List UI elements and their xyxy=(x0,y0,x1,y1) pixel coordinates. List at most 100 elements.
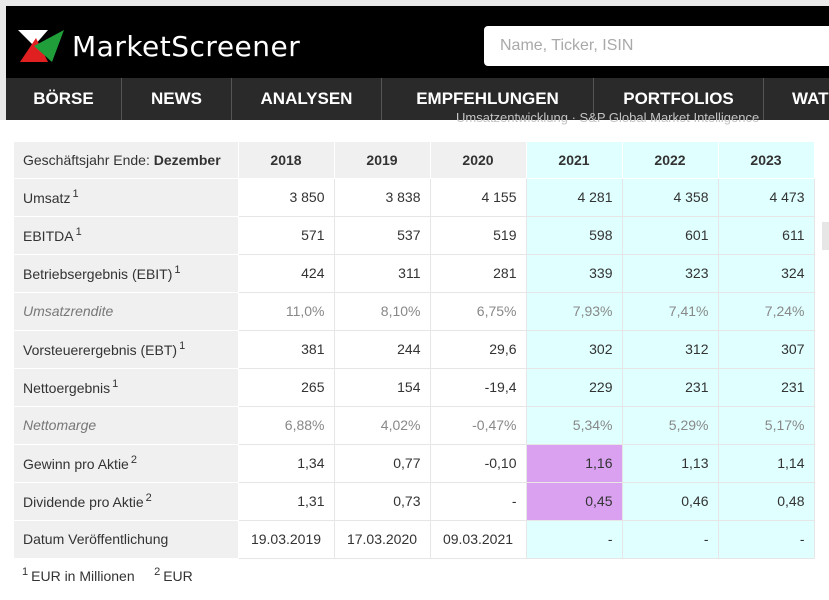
table-cell: 7,24% xyxy=(718,292,815,331)
table-cell: 1,13 xyxy=(622,444,719,483)
table-cell: 244 xyxy=(334,330,431,369)
table-cell: 311 xyxy=(334,254,431,293)
table-cell: 424 xyxy=(238,254,335,293)
row-label-text: Umsatz xyxy=(23,190,71,206)
footnotes: 1 EUR in Millionen 2 EUR xyxy=(22,566,193,584)
nav-item-boerse[interactable]: BÖRSE xyxy=(6,78,122,120)
table-cell: 3 850 xyxy=(238,178,335,217)
table-cell: 4 155 xyxy=(430,178,527,217)
row-label: Betriebsergebnis (EBIT) 1 xyxy=(14,254,239,293)
footnote-marker: 2 xyxy=(154,566,161,578)
scrollbar-hint[interactable] xyxy=(822,222,829,250)
main-nav: BÖRSE NEWS ANALYSEN EMPFEHLUNGEN PORTFOL… xyxy=(0,78,829,120)
table-cell: 5,17% xyxy=(718,406,815,445)
table-cell: 312 xyxy=(622,330,719,369)
year-header: 2020 xyxy=(430,142,527,179)
table-cell: 0,77 xyxy=(334,444,431,483)
table-cell: 324 xyxy=(718,254,815,293)
row-label-text: Gewinn pro Aktie xyxy=(23,456,129,472)
table-cell: 0,45 xyxy=(526,482,623,521)
search-input[interactable] xyxy=(484,26,829,66)
row-label-text: EBITDA xyxy=(23,228,74,244)
table-cell: 302 xyxy=(526,330,623,369)
row-label: Umsatz 1 xyxy=(14,178,239,217)
background-caption: Umsatzentwicklung · S&P Global Market In… xyxy=(456,110,760,125)
fiscal-year-month: Dezember xyxy=(153,151,221,168)
table-cell: 0,73 xyxy=(334,482,431,521)
row-label-text: Datum Veröffentlichung xyxy=(23,531,169,547)
table-row: Dividende pro Aktie 2 1,31 0,73-0,45 0,46 0,4… xyxy=(14,482,815,521)
nav-item-portfolios[interactable]: PORTFOLIOS xyxy=(594,78,764,120)
year-header: 2022 xyxy=(622,142,719,179)
table-cell: 1,14 xyxy=(718,444,815,483)
table-cell: 519 xyxy=(430,216,527,255)
table-row: Nettoergebnis 1 265 154 -19,4 229 231 231 xyxy=(14,368,815,407)
table-row: Vorsteuerergebnis (EBT) 1 381 244 29,6 302 312… xyxy=(14,330,815,369)
row-label-text: Nettomarge xyxy=(23,417,97,433)
nav-item-empfehlungen[interactable]: EMPFEHLUNGEN xyxy=(382,78,594,120)
table-cell: - xyxy=(622,520,719,559)
table-row: Umsatzrendite 11,0% 8,10% 6,75% 7,93% 7,41% 7,… xyxy=(14,292,815,331)
row-label: Dividende pro Aktie 2 xyxy=(14,482,239,521)
row-label: Gewinn pro Aktie 2 xyxy=(14,444,239,483)
table-cell: 09.03.2021 xyxy=(430,520,527,559)
table-cell: 1,31 xyxy=(238,482,335,521)
footnote-marker: 1 xyxy=(22,566,29,578)
row-label-text: Nettoergebnis xyxy=(23,380,111,396)
row-label: Umsatzrendite xyxy=(14,292,239,331)
table-cell: -19,4 xyxy=(430,368,527,407)
table-cell: 19.03.2019 xyxy=(238,520,335,559)
table-row: EBITDA 1 571 537 519 598 601 611 xyxy=(14,216,815,255)
footnote-ref: 2 xyxy=(130,454,137,466)
table-cell: 4,02% xyxy=(334,406,431,445)
table-cell: - xyxy=(718,520,815,559)
footnote-ref: 2 xyxy=(145,492,152,504)
table-row: Umsatz 1 3 850 3 838 4 155 4 281 4 358 4 473 xyxy=(14,178,815,217)
table-cell: 154 xyxy=(334,368,431,407)
table-cell: 0,46 xyxy=(622,482,719,521)
table-cell: 231 xyxy=(718,368,815,407)
table-cell: 1,16 xyxy=(526,444,623,483)
nav-item-watchlist[interactable]: WATC xyxy=(792,89,829,108)
table-cell: 1,34 xyxy=(238,444,335,483)
financials-table-wrap: Geschäftsjahr Ende: Dezember 2018 2019 2… xyxy=(14,142,815,559)
table-cell: 5,34% xyxy=(526,406,623,445)
row-label-text: Dividende pro Aktie xyxy=(23,494,144,510)
search-box xyxy=(484,26,829,66)
table-cell: 281 xyxy=(430,254,527,293)
table-cell: -0,10 xyxy=(430,444,527,483)
nav-item-analysen[interactable]: ANALYSEN xyxy=(232,78,382,120)
table-cell: 29,6 xyxy=(430,330,527,369)
row-label-text: Betriebsergebnis (EBIT) xyxy=(23,266,173,282)
table-cell: 571 xyxy=(238,216,335,255)
fiscal-year-header: Geschäftsjahr Ende: Dezember xyxy=(14,142,239,179)
table-cell: - xyxy=(430,482,527,521)
table-cell: 5,29% xyxy=(622,406,719,445)
table-header-row: Geschäftsjahr Ende: Dezember 2018 2019 2… xyxy=(14,142,815,179)
footnote-ref: 1 xyxy=(72,188,79,200)
table-cell: 6,88% xyxy=(238,406,335,445)
logo-text: MarketScreener xyxy=(72,29,301,63)
site-logo[interactable]: MarketScreener xyxy=(18,26,300,66)
table-cell: 601 xyxy=(622,216,719,255)
table-cell: 323 xyxy=(622,254,719,293)
table-row: Gewinn pro Aktie 2 1,34 0,77 -0,10 1,16 1,13 1,… xyxy=(14,444,815,483)
row-label-text: Umsatzrendite xyxy=(23,303,114,319)
footnote-ref: 1 xyxy=(75,226,82,238)
table-cell: 17.03.2020 xyxy=(334,520,431,559)
nav-item-news[interactable]: NEWS xyxy=(122,78,232,120)
fiscal-year-label: Geschäftsjahr Ende: xyxy=(23,151,150,168)
table-cell: 6,75% xyxy=(430,292,527,331)
row-label: EBITDA 1 xyxy=(14,216,239,255)
table-cell: 537 xyxy=(334,216,431,255)
table-cell: 231 xyxy=(622,368,719,407)
footnote-ref: 1 xyxy=(174,264,181,276)
table-cell: 8,10% xyxy=(334,292,431,331)
year-header: 2021 xyxy=(526,142,623,179)
table-cell: 7,41% xyxy=(622,292,719,331)
year-header: 2019 xyxy=(334,142,431,179)
row-label: Nettoergebnis 1 xyxy=(14,368,239,407)
footnote-ref: 1 xyxy=(112,378,119,390)
table-cell: 11,0% xyxy=(238,292,335,331)
year-header: 2018 xyxy=(238,142,335,179)
